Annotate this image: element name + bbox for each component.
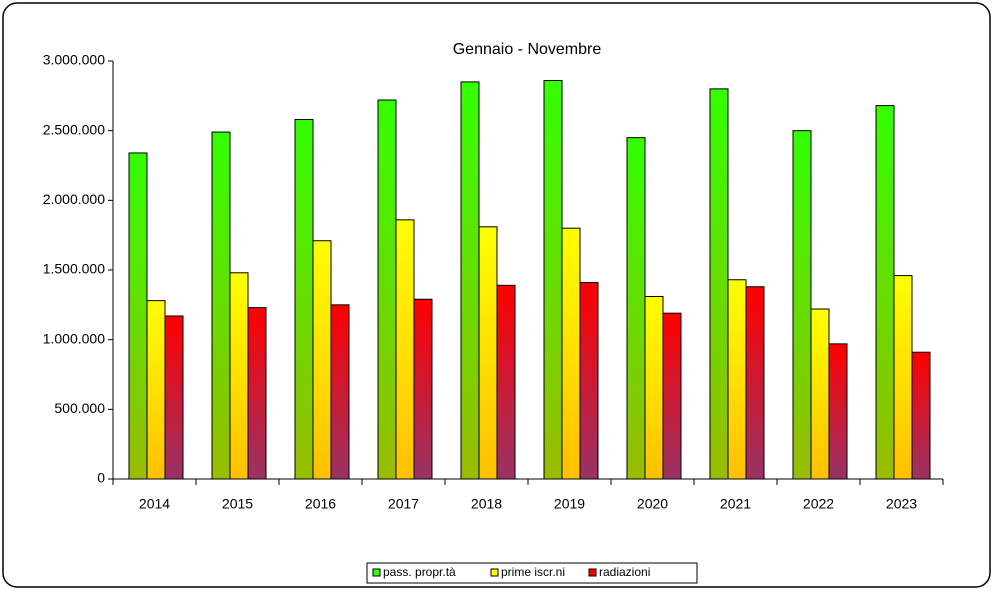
bar	[662, 312, 682, 480]
x-tick-label: 2021	[720, 496, 751, 512]
x-tick-label: 2020	[637, 496, 668, 512]
bar	[745, 286, 765, 480]
bar	[460, 81, 480, 480]
bar	[893, 275, 913, 480]
bar	[579, 282, 599, 480]
bar	[164, 315, 184, 480]
bar	[413, 298, 433, 480]
bar	[496, 284, 516, 480]
bar	[644, 295, 664, 480]
legend-label: pass. propr.tà	[383, 565, 456, 579]
y-tick-label: 500.000	[54, 400, 105, 416]
y-tick-label: 1.000.000	[43, 330, 105, 346]
y-tick-label: 0	[97, 470, 105, 486]
bar	[810, 308, 830, 480]
bar	[294, 119, 314, 480]
bar	[875, 105, 895, 480]
bar	[128, 152, 148, 480]
legend-label: prime iscr.ni	[501, 565, 565, 579]
bar	[146, 300, 166, 480]
bar	[561, 227, 581, 480]
legend-swatch	[588, 568, 597, 577]
y-tick-label: 3.000.000	[43, 52, 105, 68]
bar	[247, 307, 267, 480]
bar	[229, 272, 249, 480]
bar	[911, 351, 931, 480]
x-tick-label: 2016	[305, 496, 336, 512]
x-tick-label: 2017	[388, 496, 419, 512]
y-tick-label: 2.500.000	[43, 121, 105, 137]
legend: pass. propr.tà prime iscr.ni radiazioni	[366, 562, 698, 584]
bar	[330, 304, 350, 480]
bar	[828, 343, 848, 480]
y-tick-label: 2.000.000	[43, 191, 105, 207]
x-tick-label: 2022	[803, 496, 834, 512]
y-tick-label: 1.500.000	[43, 261, 105, 277]
chart-title: Gennaio - Novembre	[453, 41, 602, 58]
bar	[395, 219, 415, 480]
bar	[727, 279, 747, 480]
bar	[792, 130, 812, 480]
x-tick-label: 2019	[554, 496, 585, 512]
legend-swatch	[490, 568, 499, 577]
x-tick-label: 2014	[139, 496, 170, 512]
x-tick-label: 2023	[886, 496, 917, 512]
legend-box	[366, 562, 698, 584]
bar	[626, 137, 646, 480]
legend-swatch	[372, 568, 381, 577]
bar	[211, 131, 231, 480]
bar	[377, 99, 397, 480]
bar	[709, 88, 729, 480]
x-tick-label: 2018	[471, 496, 502, 512]
bar	[312, 240, 332, 480]
bar	[478, 226, 498, 480]
bar	[543, 80, 563, 480]
x-tick-label: 2015	[222, 496, 253, 512]
legend-label: radiazioni	[599, 565, 650, 579]
